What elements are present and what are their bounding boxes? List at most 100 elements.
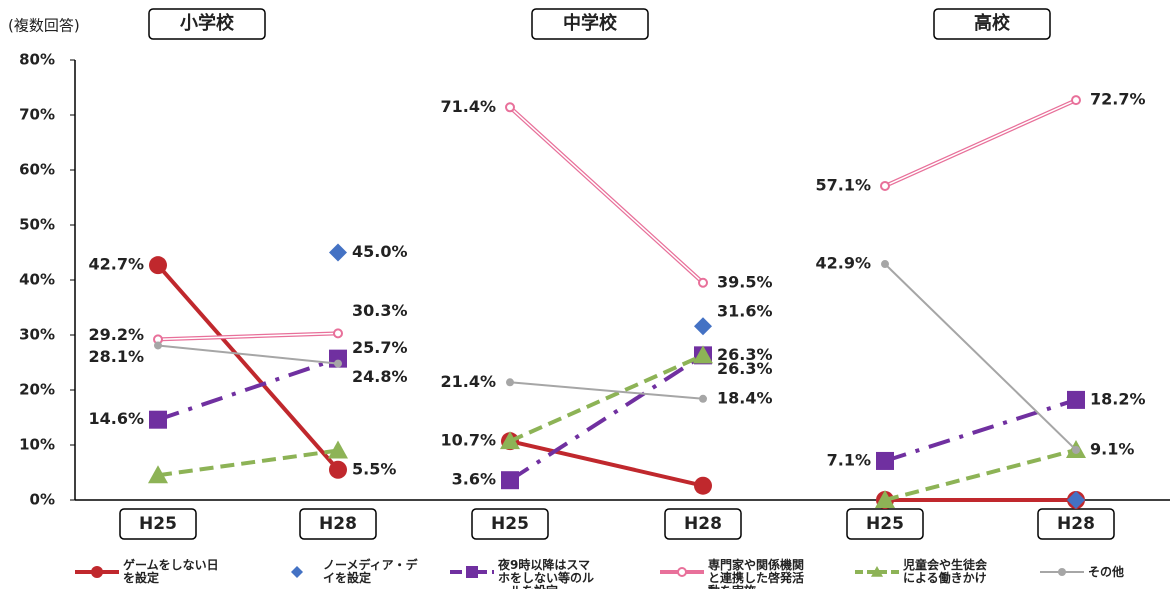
legend-label: 専門家や関係機関と連携した啓発活動を実施 xyxy=(708,557,804,589)
data-label: 3.6% xyxy=(452,470,496,489)
point xyxy=(333,328,343,339)
y-tick-label: 80% xyxy=(19,51,55,69)
point xyxy=(506,378,514,387)
data-label: 45.0% xyxy=(352,242,408,261)
series-line-inner xyxy=(884,99,1077,187)
series-line xyxy=(509,353,704,443)
y-tick-label: 20% xyxy=(19,381,55,399)
series-line xyxy=(884,397,1077,463)
data-label: 18.4% xyxy=(717,388,773,407)
x-tick-label: H28 xyxy=(319,514,357,534)
data-label: 21.4% xyxy=(440,372,496,391)
y-tick-label: 50% xyxy=(19,216,55,234)
point xyxy=(694,476,712,495)
point xyxy=(501,471,519,490)
point xyxy=(329,243,347,262)
data-label: 25.7% xyxy=(352,338,408,357)
point xyxy=(1071,95,1081,106)
data-label: 31.6% xyxy=(717,302,773,321)
series-line xyxy=(157,356,339,422)
point xyxy=(328,440,348,459)
point xyxy=(699,394,707,403)
y-tick-label: 10% xyxy=(19,436,55,454)
series-line xyxy=(509,439,704,488)
category-box xyxy=(119,508,197,540)
legend-label: 夜9時以降はスマホをしない等のルールを設定 xyxy=(497,557,594,589)
data-label: 28.1% xyxy=(88,347,144,366)
y-tick-label: 30% xyxy=(19,326,55,344)
title-box xyxy=(933,8,1051,40)
point xyxy=(148,465,168,484)
data-label: 10.7% xyxy=(440,431,496,450)
series-line xyxy=(508,353,705,482)
series-line xyxy=(157,344,339,365)
legend-label: ゲームをしない日を設定 xyxy=(123,557,219,585)
legend-marker xyxy=(91,566,103,578)
category-box xyxy=(299,508,377,540)
panel-title: 小学校 xyxy=(180,12,235,34)
data-label: 57.1% xyxy=(815,175,871,194)
series-line xyxy=(509,381,704,400)
data-label: 5.5% xyxy=(352,459,396,478)
category-box xyxy=(664,508,742,540)
legend-marker xyxy=(677,567,687,577)
point xyxy=(875,490,895,508)
title-box xyxy=(148,8,266,40)
legend-label: その他 xyxy=(1088,564,1124,579)
x-tick-label: H28 xyxy=(684,514,722,534)
legend-marker xyxy=(871,566,883,577)
panel-title: 中学校 xyxy=(563,12,618,34)
point xyxy=(876,451,894,470)
point xyxy=(881,260,889,269)
legend-marker xyxy=(1058,568,1066,576)
data-label: 7.1% xyxy=(827,450,871,469)
legend-label: ノーメディア・デイを設定 xyxy=(323,557,419,585)
point xyxy=(329,460,347,479)
x-tick-label: H28 xyxy=(1057,514,1095,534)
point xyxy=(149,410,167,429)
series-line xyxy=(156,263,340,472)
data-label: 24.8% xyxy=(352,367,408,386)
y-tick-label: 60% xyxy=(19,161,55,179)
point xyxy=(149,256,167,275)
data-label: 71.4% xyxy=(440,97,496,116)
data-label: 72.7% xyxy=(1090,90,1146,109)
data-label: 39.5% xyxy=(717,272,773,291)
point xyxy=(505,102,515,113)
panel-title: 高校 xyxy=(974,12,1011,34)
point xyxy=(880,180,890,191)
data-label: 42.9% xyxy=(815,254,871,273)
note: (複数回答) xyxy=(8,17,80,35)
x-tick-label: H25 xyxy=(139,514,177,534)
point xyxy=(698,277,708,288)
y-tick-label: 0% xyxy=(30,491,55,509)
data-label: 26.3% xyxy=(717,359,773,378)
x-tick-label: H25 xyxy=(866,514,904,534)
series-line-inner xyxy=(509,106,704,284)
point xyxy=(154,341,162,350)
data-label: 29.2% xyxy=(88,325,144,344)
series-line-inner xyxy=(157,332,339,341)
data-label: 26.3% xyxy=(717,345,773,364)
series-line xyxy=(884,448,1077,502)
point xyxy=(1067,390,1085,409)
data-label: 14.6% xyxy=(88,409,144,428)
data-label: 18.2% xyxy=(1090,389,1146,408)
legend-marker xyxy=(291,566,303,578)
point xyxy=(1067,491,1085,509)
legend-marker xyxy=(466,566,478,578)
point xyxy=(500,431,520,450)
point xyxy=(334,359,342,368)
y-tick-label: 70% xyxy=(19,106,55,124)
x-tick-label: H25 xyxy=(491,514,529,534)
y-tick-label: 40% xyxy=(19,271,55,289)
point xyxy=(694,317,712,336)
data-label: 42.7% xyxy=(88,255,144,274)
title-box xyxy=(531,8,649,40)
point xyxy=(1072,445,1080,454)
point xyxy=(693,345,713,364)
series-line xyxy=(884,263,1077,451)
series-line xyxy=(157,448,339,478)
legend-label: 児童会や生徒会による働きかけ xyxy=(902,557,988,585)
